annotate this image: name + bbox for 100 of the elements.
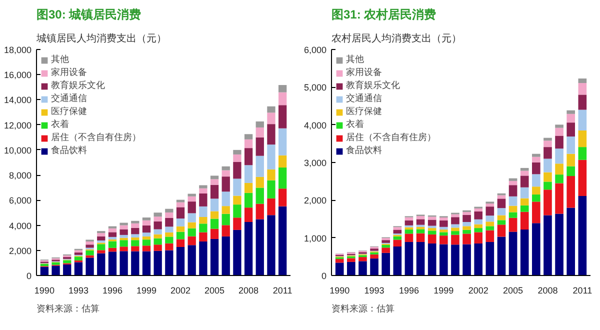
bar [566, 122, 576, 137]
bar [532, 174, 540, 187]
bar [578, 130, 587, 148]
bar [532, 154, 540, 157]
bar [544, 190, 552, 216]
bar [244, 182, 253, 193]
bar [52, 266, 60, 276]
bar [508, 206, 518, 212]
bar [555, 136, 564, 149]
bar [154, 221, 162, 230]
x-tick-label: 1999 [136, 286, 157, 296]
bar [256, 121, 264, 128]
bar [176, 202, 185, 208]
bar [267, 144, 276, 170]
bar [566, 114, 576, 123]
bar [256, 176, 264, 188]
bar [428, 220, 436, 226]
bar [244, 134, 253, 140]
bar [404, 234, 414, 242]
y-tick-label: 0 [321, 271, 327, 281]
bar [428, 230, 436, 234]
y-tick-label: 1,000 [304, 233, 327, 244]
bar [142, 217, 151, 220]
bar [520, 176, 529, 188]
bar [508, 178, 518, 181]
bar [532, 156, 540, 162]
bar [267, 124, 276, 145]
bar [486, 206, 494, 216]
bar [544, 147, 552, 159]
bar [404, 220, 414, 226]
bar [555, 174, 564, 184]
bar [578, 94, 587, 110]
bar [520, 170, 529, 176]
bar [86, 258, 94, 276]
bar [165, 243, 174, 250]
bar [474, 208, 483, 212]
y-tick-label: 14,000 [4, 95, 32, 106]
bar [278, 85, 287, 92]
bar [532, 162, 540, 174]
bar [393, 230, 402, 234]
y-tick-label: 16,000 [4, 70, 32, 80]
bar [566, 176, 576, 208]
bar [555, 148, 564, 164]
bar [199, 216, 208, 224]
bar [486, 230, 494, 242]
bar [566, 208, 576, 276]
bar [142, 236, 151, 240]
bar [40, 266, 49, 276]
bar [222, 236, 230, 276]
x-tick-label: 1996 [398, 286, 419, 296]
bar [256, 137, 264, 156]
bar [165, 250, 174, 276]
bar [165, 218, 174, 227]
bar [544, 172, 552, 182]
bar [199, 232, 208, 242]
bar [108, 248, 117, 252]
legend-label: 食品饮料 [346, 144, 382, 157]
x-tick-label: 2011 [272, 286, 292, 296]
bar [244, 139, 253, 148]
x-tick-label: 2011 [572, 286, 592, 296]
chart-title: 图31: 农村居民消费 [332, 8, 436, 22]
bar [244, 148, 253, 166]
y-tick-label: 0 [26, 271, 32, 281]
bar [278, 188, 287, 206]
bar [497, 220, 506, 225]
bar [222, 166, 230, 170]
bar [86, 250, 94, 256]
bar [508, 232, 518, 276]
x-tick-label: 1993 [364, 286, 384, 296]
bar [176, 218, 185, 226]
bar [199, 188, 208, 194]
bar [578, 196, 587, 276]
x-tick-label: 2005 [204, 286, 225, 296]
bar [176, 239, 185, 247]
bar [63, 260, 72, 264]
legend-label: 衣着 [346, 118, 365, 131]
bar [154, 216, 162, 222]
bar [382, 244, 390, 248]
bar [267, 215, 276, 276]
bar [222, 170, 230, 177]
bar [486, 226, 494, 230]
bar [267, 112, 276, 124]
bar [210, 198, 219, 212]
bar [256, 188, 264, 204]
bar [86, 241, 94, 245]
bar [382, 248, 390, 253]
bar [370, 258, 378, 276]
bar [497, 224, 506, 237]
bar [578, 160, 587, 196]
x-tick-label: 1990 [330, 286, 350, 296]
bar [428, 243, 436, 276]
bar [142, 251, 151, 276]
bar [497, 198, 506, 208]
bar [244, 165, 253, 183]
bar [165, 226, 174, 232]
legend-label: 交通通信 [51, 92, 87, 105]
chart-title: 图30: 城镇居民消费 [36, 8, 142, 22]
bar [222, 206, 230, 214]
bar [404, 217, 414, 221]
bar [416, 219, 425, 225]
